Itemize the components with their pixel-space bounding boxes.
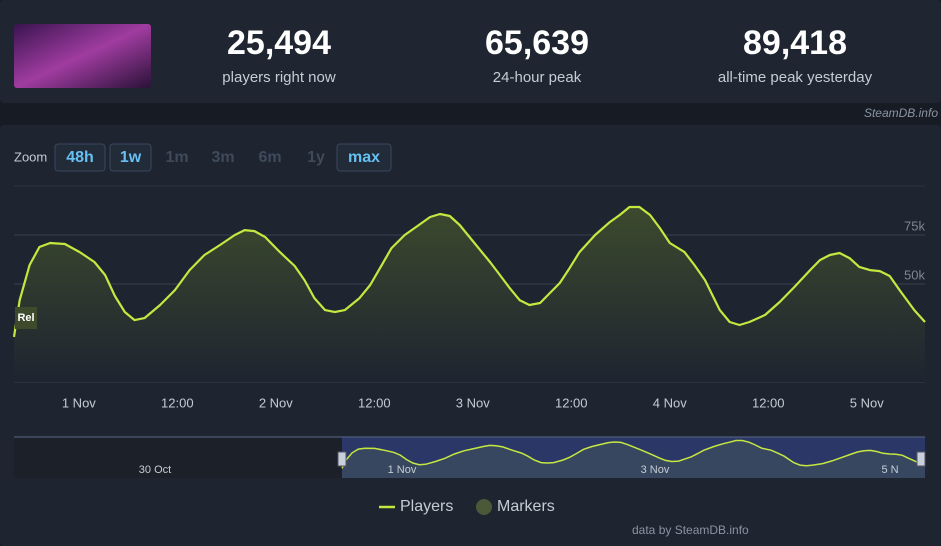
zoom-option[interactable]: max	[348, 149, 380, 166]
navigator-area	[342, 440, 925, 478]
zoom-option[interactable]: 1y	[307, 149, 325, 166]
zoom-button[interactable]	[109, 143, 152, 172]
x-tick-label: 12:00	[752, 395, 785, 410]
x-tick-label: 12:00	[161, 395, 194, 410]
legend-entry[interactable]: Players	[400, 498, 453, 515]
x-tick-label: 3 Nov	[456, 395, 490, 410]
zoom-option[interactable]: 1m	[165, 149, 188, 166]
navigator-handle[interactable]	[916, 451, 926, 467]
x-tick-label: 1 Nov	[62, 395, 96, 410]
zoom-button[interactable]	[336, 143, 392, 172]
zoom-option[interactable]: 48h	[66, 149, 94, 166]
credit: SteamDB.info	[864, 106, 938, 120]
x-tick-label: 12:00	[555, 395, 588, 410]
x-tick-label: 4 Nov	[653, 395, 687, 410]
navigator-label: 1 Nov	[388, 464, 417, 476]
y-tick-label: 75k	[904, 218, 925, 233]
stat-label: all-time peak yesterday	[718, 69, 873, 86]
marker-label: Rel	[17, 312, 34, 324]
zoom-option[interactable]: 1w	[120, 149, 142, 166]
navigator-label: 5 N	[881, 464, 898, 476]
zoom-option[interactable]: 6m	[258, 149, 281, 166]
stat-label: players right now	[222, 69, 336, 86]
x-tick-label: 12:00	[358, 395, 391, 410]
navigator-label: 3 Nov	[641, 464, 670, 476]
y-tick-label: 50k	[904, 267, 925, 282]
stat-label: 24-hour peak	[493, 69, 582, 86]
navigator-line	[341, 439, 926, 469]
stat-value: 25,494	[227, 24, 331, 62]
x-tick-label: 5 Nov	[850, 395, 884, 410]
navigator-handle[interactable]	[337, 451, 347, 467]
marker-box	[15, 307, 37, 329]
source: data by SteamDB.info	[632, 523, 749, 537]
stat-value: 65,639	[485, 24, 589, 62]
navigator-label: 30 Oct	[139, 464, 171, 476]
legend-dot	[476, 499, 492, 515]
area	[14, 207, 925, 382]
zoom-label: Zoom	[14, 149, 47, 164]
legend-entry[interactable]: Markers	[497, 498, 555, 515]
stats-panel	[0, 0, 941, 103]
stat-value: 89,418	[743, 24, 847, 62]
x-tick-label: 2 Nov	[259, 395, 293, 410]
zoom-option[interactable]: 3m	[211, 149, 234, 166]
line	[12, 205, 926, 338]
zoom-button[interactable]	[54, 143, 106, 172]
game-art	[14, 24, 151, 88]
